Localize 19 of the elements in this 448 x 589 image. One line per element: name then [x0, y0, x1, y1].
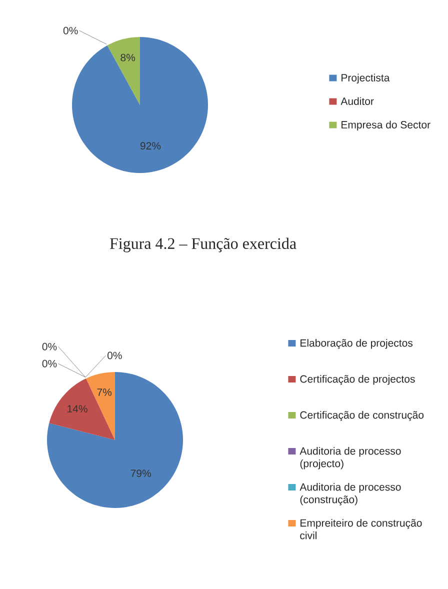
data-label: 79% [130, 470, 151, 478]
text: 0% [107, 352, 122, 360]
text: 0% [63, 26, 78, 34]
text: 0% [42, 360, 57, 368]
data-label: 14% [68, 405, 88, 412]
legend-label: Elaboração de projectos [300, 338, 413, 349]
data-label: 7% [97, 388, 112, 396]
data-label: 92% [140, 142, 161, 150]
data-label: 8% [120, 54, 136, 62]
legend-label: Projectista [342, 74, 390, 84]
legend-label: Auditoria de processo (construção) [300, 482, 401, 506]
text: Figura 4.2 – Função exercida [110, 238, 296, 252]
legend-label: Auditoria de processo (projecto) [300, 446, 401, 470]
text: 0% [42, 342, 57, 350]
legend-label: Empresa do Sector [342, 120, 430, 131]
legend-label: Auditor [340, 97, 374, 105]
legend-label: Empreiteiro de construção civil [300, 518, 422, 540]
legend-label: Certificação de projectos [300, 374, 415, 385]
legend-label: Certificação de construção [300, 410, 424, 421]
